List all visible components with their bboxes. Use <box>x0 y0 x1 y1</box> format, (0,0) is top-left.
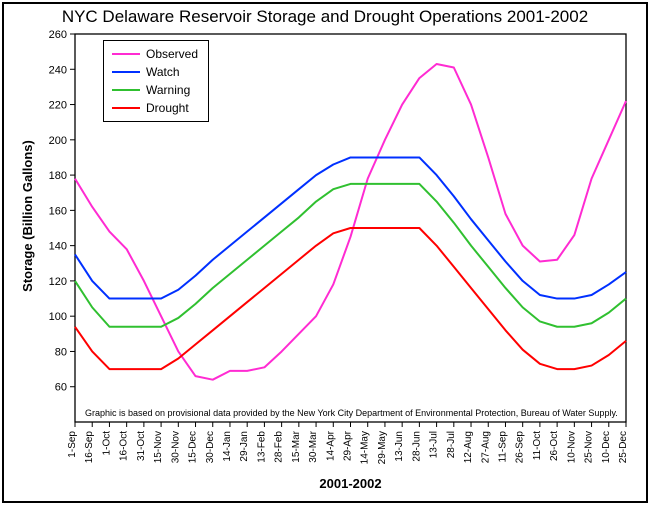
x-tick-label: 16-Sep <box>84 431 95 464</box>
x-tick-label: 31-Oct <box>136 431 147 461</box>
x-tick-label: 14-May <box>360 431 371 464</box>
x-tick-label: 14-Apr <box>325 430 336 461</box>
legend-label: Drought <box>146 101 189 115</box>
x-tick-label: 11-Sep <box>497 431 508 463</box>
x-tick-label: 16-Oct <box>119 431 130 461</box>
x-tick-label: 29-Apr <box>343 430 354 461</box>
legend-swatch <box>112 89 140 91</box>
y-tick-label: 100 <box>49 311 67 323</box>
x-tick-label: 30-Nov <box>170 431 181 463</box>
legend-swatch <box>112 107 140 109</box>
x-tick-label: 13-Feb <box>256 431 267 463</box>
x-tick-label: 29-May <box>377 431 388 464</box>
x-tick-label: 11-Oct <box>532 431 543 460</box>
x-tick-label: 1-Oct <box>101 431 112 456</box>
x-tick-label: 15-Dec <box>188 431 199 463</box>
legend-swatch <box>112 71 140 73</box>
legend-swatch <box>112 53 140 55</box>
y-tick-label: 80 <box>55 346 67 358</box>
y-tick-label: 160 <box>49 205 67 217</box>
y-tick-label: 60 <box>55 382 67 394</box>
legend-label: Watch <box>146 65 180 79</box>
x-tick-label: 27-Aug <box>480 431 491 463</box>
x-tick-label: 14-Jan <box>222 431 233 462</box>
y-tick-label: 260 <box>49 29 67 41</box>
x-tick-label: 10-Dec <box>601 431 612 463</box>
x-tick-label: 15-Mar <box>291 430 302 462</box>
y-tick-label: 200 <box>49 135 67 147</box>
x-tick-label: 30-Mar <box>308 430 319 462</box>
legend-item-watch: Watch <box>112 63 198 81</box>
y-tick-label: 220 <box>49 100 67 112</box>
legend-item-warning: Warning <box>112 81 198 99</box>
x-tick-label: 29-Jan <box>239 431 250 462</box>
x-tick-label: 25-Dec <box>618 431 629 463</box>
x-tick-label: 10-Nov <box>566 431 577 463</box>
x-tick-label: 28-Jun <box>411 431 422 462</box>
legend: Observed Watch Warning Drought <box>103 40 209 122</box>
x-tick-label: 15-Nov <box>153 431 164 463</box>
legend-label: Warning <box>146 83 190 97</box>
x-tick-label: 26-Oct <box>549 431 560 461</box>
x-tick-label: 1-Sep <box>67 431 78 458</box>
x-tick-label: 28-Jul <box>446 431 457 458</box>
legend-item-drought: Drought <box>112 99 198 117</box>
x-tick-label: 12-Aug <box>463 431 474 463</box>
source-note: Graphic is based on provisional data pro… <box>85 408 618 418</box>
x-tick-label: 25-Nov <box>584 431 595 463</box>
y-tick-label: 120 <box>49 276 67 288</box>
legend-label: Observed <box>146 47 198 61</box>
x-tick-label: 13-Jun <box>394 431 405 462</box>
legend-item-observed: Observed <box>112 45 198 63</box>
y-tick-label: 180 <box>49 170 67 182</box>
plot-area: 60 80 100 120 140 160 180 200 220 240 260 1-Sep 16-S… <box>0 0 650 505</box>
x-tick-label: 26-Sep <box>515 431 526 464</box>
x-tick-label: 13-Jul <box>429 431 440 458</box>
y-tick-label: 240 <box>49 64 67 76</box>
x-tick-label: 30-Dec <box>205 431 216 463</box>
y-tick-label: 140 <box>49 241 67 253</box>
x-tick-label: 28-Feb <box>274 431 285 463</box>
